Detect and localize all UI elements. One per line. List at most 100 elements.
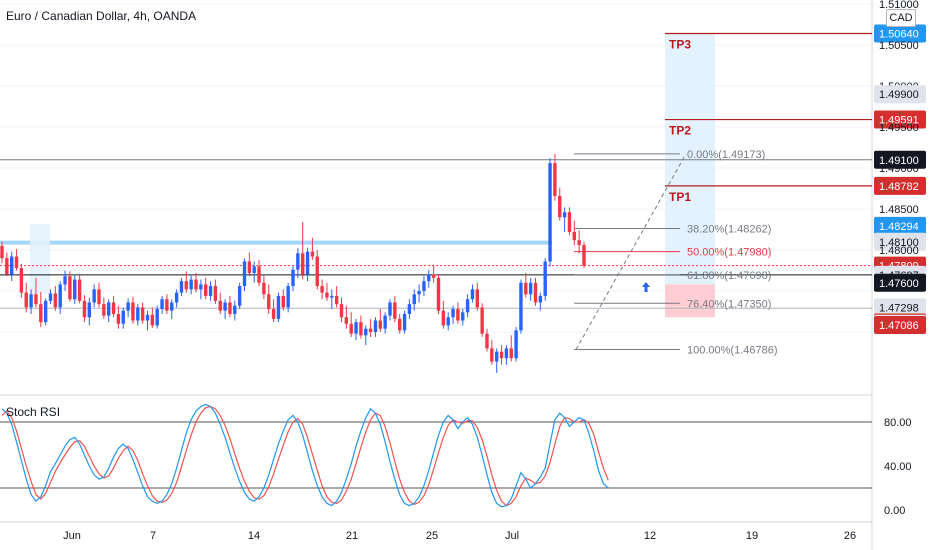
candle-body: [82, 300, 87, 318]
price-axis[interactable]: 1.510001.506401.505001.500001.499001.495…: [874, 0, 926, 334]
target-zone: [665, 33, 715, 285]
candle-body: [334, 295, 339, 305]
take-profit-label: TP1: [669, 190, 691, 204]
fib-trend-line: [575, 153, 687, 350]
currency-button[interactable]: CAD: [886, 9, 916, 27]
take-profit-label: TP3: [669, 38, 691, 52]
fib-level-label: 50.00%(1.47980): [687, 247, 771, 259]
time-axis[interactable]: Jun 7 14 21 25 Jul 12 19 26: [63, 530, 856, 542]
price-axis-label: 1.49591: [879, 115, 919, 127]
candle-body: [393, 302, 397, 319]
price-axis-label: 1.48000: [879, 245, 919, 257]
candle-body: [407, 304, 412, 314]
candle-body: [339, 304, 344, 318]
time-axis-label: 14: [248, 530, 260, 542]
time-axis-label: 26: [844, 530, 856, 542]
candle-body: [223, 302, 227, 311]
candle-body: [330, 295, 334, 298]
candle-body: [562, 212, 567, 218]
candle-body: [315, 256, 319, 287]
candle-body: [77, 279, 82, 301]
price-label-box: [874, 24, 926, 43]
price-label-box: [874, 85, 926, 104]
candle-body: [199, 284, 203, 290]
candle-body: [276, 295, 281, 319]
candle-body: [184, 281, 188, 290]
price-label-box: [874, 176, 926, 195]
price-axis-label: 1.50640: [879, 29, 919, 41]
candle-body: [68, 276, 72, 300]
candle-body: [267, 294, 271, 310]
price-label-box: [874, 315, 926, 334]
candle-body: [213, 286, 218, 301]
candle-body: [354, 322, 358, 334]
candle-body: [344, 317, 349, 324]
candle-body: [145, 314, 150, 321]
time-axis-label: 19: [746, 530, 758, 542]
price-axis-label: 1.48782: [879, 181, 919, 193]
candle-body: [465, 299, 470, 313]
candle-body: [519, 282, 523, 331]
candle-body: [92, 289, 96, 303]
stoch-axis-label: 40.00: [884, 461, 912, 473]
time-axis-label: 7: [150, 530, 156, 542]
candle-body: [126, 302, 130, 311]
candle-body: [14, 256, 19, 269]
price-label-box: [874, 216, 926, 235]
candle-body: [504, 348, 509, 359]
stop-zone: [665, 284, 715, 318]
candle-body: [43, 300, 48, 323]
candle-body: [179, 281, 184, 293]
candle-body: [140, 307, 145, 321]
support-zone: [0, 240, 552, 245]
candle-body: [174, 292, 179, 303]
candle-body: [441, 310, 446, 326]
candle-body: [383, 315, 387, 329]
candle-body: [252, 266, 256, 273]
candle-body: [528, 282, 533, 295]
candle-body: [514, 330, 518, 359]
candle-body: [543, 261, 547, 296]
candle-body: [247, 261, 252, 273]
price-axis-label: 1.48500: [879, 204, 919, 216]
candle-body: [451, 309, 455, 318]
candle-body: [436, 277, 441, 311]
highlight-zone: [30, 224, 50, 294]
fib-level-label: 61.80%(1.47698): [687, 270, 771, 282]
candle-body: [427, 274, 431, 282]
candle-body: [567, 212, 572, 232]
candle-body: [572, 231, 576, 241]
candle-body: [412, 294, 416, 305]
price-label-box: [874, 232, 926, 251]
candle-body: [456, 309, 460, 321]
horizontal-levels: [0, 159, 872, 309]
candle-body: [48, 293, 53, 301]
chart-title: Euro / Canadian Dollar, 4h, OANDA: [6, 9, 197, 23]
candle-body: [237, 286, 242, 306]
price-label-box: [874, 298, 926, 317]
candle-body: [417, 291, 421, 295]
candle-body: [19, 268, 24, 293]
stoch-k-line: [1, 403, 609, 508]
candle-body: [58, 284, 62, 308]
arrow-up-icon: [642, 282, 650, 292]
candle-body: [301, 253, 305, 275]
time-axis-label: 12: [644, 530, 656, 542]
candle-body: [310, 251, 315, 257]
candle-body: [24, 292, 28, 308]
candle-body: [281, 295, 285, 308]
candle-body: [121, 310, 125, 324]
candle-body: [262, 282, 266, 295]
stoch-axis-label: 0.00: [884, 505, 905, 517]
candle-body: [524, 282, 528, 295]
candle-body: [538, 295, 543, 303]
candle-body: [194, 279, 198, 290]
candle-body: [165, 299, 169, 311]
candle-body: [160, 299, 164, 310]
fib-level-label: 38.20%(1.48262): [687, 224, 771, 236]
price-axis-label: 1.51000: [879, 0, 919, 11]
price-axis-label: 1.49000: [879, 163, 919, 175]
time-axis-label: Jul: [505, 530, 519, 542]
candle-body: [368, 328, 373, 332]
